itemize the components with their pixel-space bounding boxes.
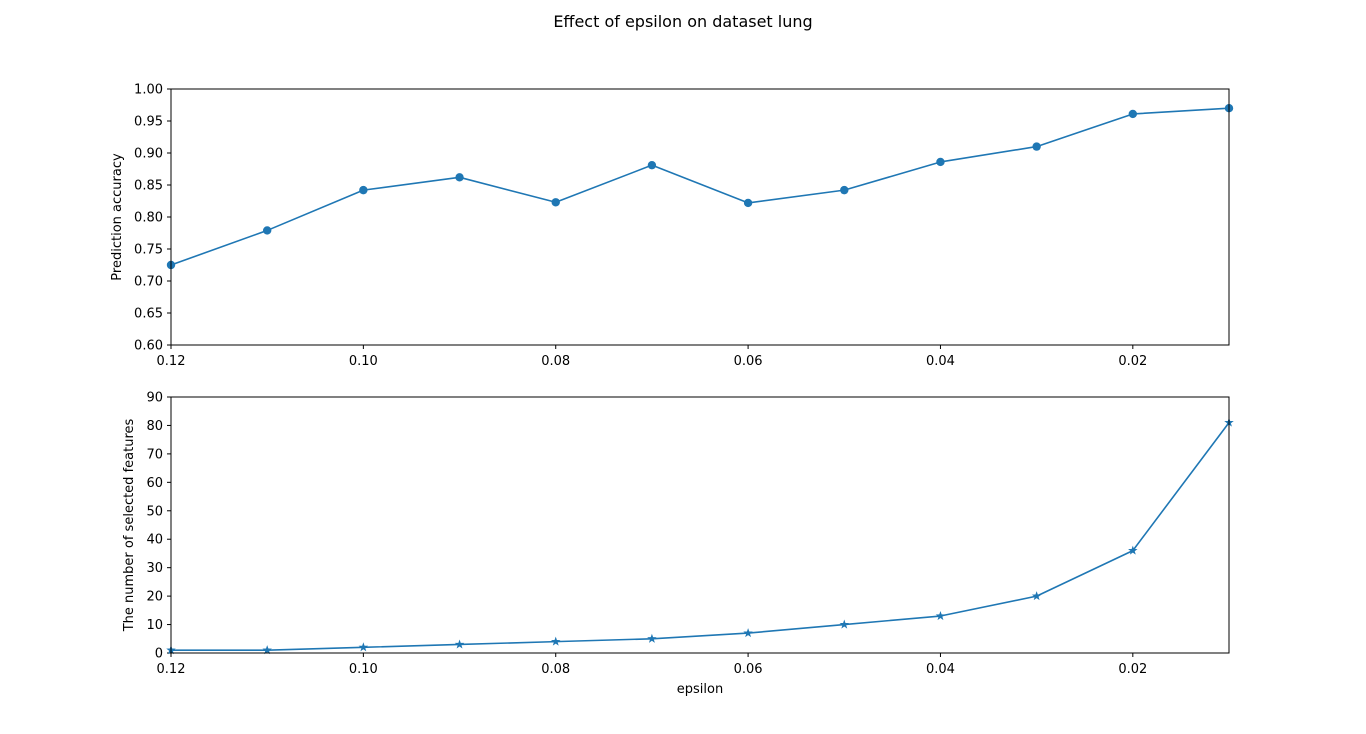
data-point	[358, 642, 369, 652]
y-axis-label: The number of selected features	[122, 418, 137, 632]
accuracy-panel: 0.60 0.65 0.70 0.75 0.80 0.85 0.90 0.95 1.00 0.12…	[110, 83, 1234, 369]
y-tick-label: 0.95	[134, 115, 163, 130]
x-tick-label: 0.02	[1118, 354, 1147, 369]
data-point	[262, 226, 272, 235]
figure-title: Effect of epsilon on dataset lung	[553, 12, 813, 31]
data-point	[743, 198, 753, 208]
data-point	[1031, 591, 1042, 601]
data-point	[454, 639, 465, 649]
data-point	[647, 160, 657, 170]
x-tick-label: 0.04	[926, 354, 955, 369]
y-tick-label: 40	[146, 533, 163, 548]
data-point	[1032, 142, 1041, 151]
y-tick-label: 0.65	[134, 307, 163, 322]
x-tick-label: 0.06	[734, 354, 763, 369]
y-tick-label: 30	[146, 561, 163, 576]
x-tick-label: 0.12	[157, 354, 186, 369]
y-tick-label: 90	[146, 391, 163, 406]
data-point	[1128, 109, 1138, 119]
data-point	[359, 185, 368, 195]
y-tick-label: 0	[155, 647, 163, 662]
data-point	[262, 645, 272, 655]
series-line	[171, 422, 1230, 651]
x-tick-label: 0.12	[157, 662, 186, 677]
series-line	[170, 107, 1230, 266]
axes-frame	[170, 396, 1230, 654]
x-tick-label: 0.02	[1118, 662, 1147, 677]
x-tick-label: 0.08	[541, 354, 570, 369]
y-tick-label: 0.90	[134, 147, 163, 162]
y-tick-label: 0.60	[134, 339, 163, 354]
x-tick-label: 0.10	[349, 354, 378, 369]
data-point	[1128, 545, 1138, 555]
features-panel: 0 10 20 30 40 50 60 70 80 90 0.12 0.10 0.08 0.06 0.04 0…	[122, 391, 1234, 697]
data-point	[647, 633, 657, 643]
y-tick-label: 80	[146, 419, 163, 434]
y-tick-label: 50	[146, 504, 163, 519]
data-point	[935, 611, 946, 621]
y-tick-label: 70	[146, 447, 163, 462]
y-tick-label: 60	[146, 476, 163, 491]
y-tick-label: 0.80	[134, 211, 163, 226]
data-point	[936, 157, 945, 167]
x-tick-label: 0.10	[349, 662, 378, 677]
y-tick-label: 1.00	[134, 83, 163, 98]
x-tick-label: 0.06	[734, 662, 763, 677]
axes-frame	[170, 88, 1230, 346]
y-tick-label: 0.85	[134, 179, 163, 194]
y-tick-label: 0.75	[134, 243, 163, 258]
y-tick-label: 0.70	[134, 275, 163, 290]
y-tick-label: 10	[146, 618, 163, 633]
y-axis-label: Prediction accuracy	[110, 153, 125, 281]
x-tick-label: 0.04	[926, 662, 955, 677]
x-tick-label: 0.08	[541, 662, 570, 677]
y-tick-label: 20	[146, 590, 163, 605]
data-point	[551, 198, 560, 207]
data-point	[839, 619, 850, 629]
data-point	[743, 628, 753, 638]
x-axis-label: epsilon	[677, 682, 723, 697]
data-point	[550, 636, 561, 646]
data-point	[840, 185, 849, 195]
data-point	[455, 173, 464, 182]
